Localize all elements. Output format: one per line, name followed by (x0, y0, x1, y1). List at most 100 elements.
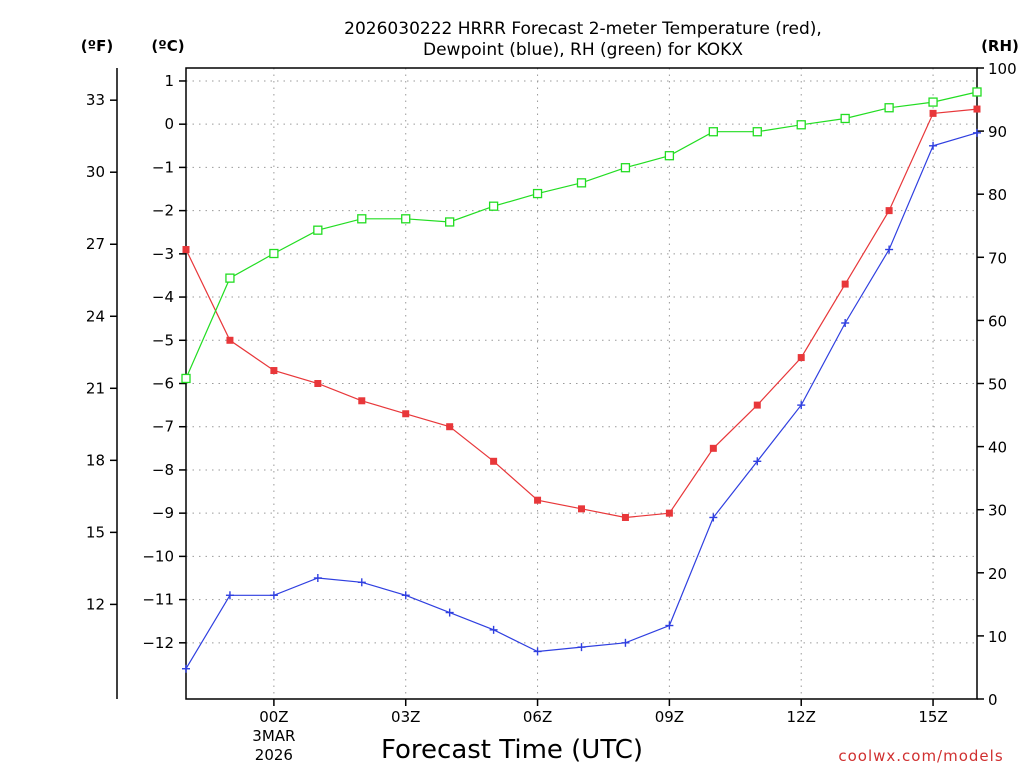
fahrenheit-tick-label: 21 (86, 379, 105, 397)
chart-title-line2: Dewpoint (blue), RH (green) for KOKX (423, 40, 743, 60)
rh-point (225, 273, 235, 283)
rh-tick-label: 70 (988, 249, 1007, 267)
rh-point (620, 163, 631, 173)
dewpoint-point (577, 643, 586, 652)
celsius-tick-label: −6 (152, 375, 174, 393)
x-axis-label: Forecast Time (UTC) (381, 735, 643, 765)
fahrenheit-unit-label: (ºF) (81, 37, 113, 55)
rh-point (752, 127, 762, 137)
credit-text: coolwx.com/models (838, 747, 1003, 765)
x-tick-label: 06Z (523, 708, 552, 726)
celsius-tick-label: −9 (152, 504, 174, 522)
rh-unit-label: (RH) (981, 37, 1019, 55)
x-tick-label: 12Z (787, 708, 816, 726)
rh-tick-label: 30 (988, 502, 1007, 520)
celsius-tick-label: −10 (142, 547, 174, 565)
rh-point (532, 188, 543, 199)
rh-tick-label: 80 (988, 186, 1007, 204)
dewpoint-point (621, 638, 630, 647)
rh-tick-label: 90 (988, 123, 1007, 141)
temperature-point (490, 457, 498, 465)
dewpoint-point (665, 621, 674, 630)
dewpoint-point (313, 573, 322, 582)
celsius-tick-label: 1 (164, 72, 174, 90)
celsius-tick-label: −7 (152, 418, 174, 436)
dewpoint-point (797, 401, 806, 410)
celsius-tick-label: 0 (164, 115, 174, 133)
dewpoint-point (753, 457, 762, 466)
rh-tick-label: 10 (988, 628, 1007, 646)
rh-point (576, 178, 587, 188)
temperature-point (929, 109, 937, 117)
dewpoint-point (973, 128, 981, 137)
rh-tick-label: 40 (988, 439, 1007, 457)
fahrenheit-tick-label: 18 (86, 451, 105, 469)
rh-point (708, 127, 718, 137)
celsius-unit-label: (ºC) (151, 37, 184, 55)
plot-frame (185, 67, 978, 700)
rh-point (796, 120, 806, 130)
celsius-tick-label: −3 (152, 245, 174, 263)
data-series (181, 87, 982, 673)
rh-point (972, 87, 982, 97)
x-tick-label: 00Z (259, 708, 288, 726)
temperature-point (402, 410, 410, 418)
rh-point (840, 113, 850, 124)
celsius-tick-label: −8 (152, 461, 174, 479)
dewpoint-point (182, 664, 190, 673)
dewpoint-point (357, 578, 366, 587)
dewpoint-point (929, 141, 938, 150)
temperature-point (709, 444, 717, 452)
fahrenheit-tick-label: 27 (86, 235, 105, 253)
celsius-tick-label: −2 (152, 202, 174, 220)
temperature-point (841, 280, 849, 288)
temperature-point (182, 246, 190, 254)
temperature-point (621, 513, 629, 521)
rh-tick-label: 50 (988, 376, 1007, 394)
rh-point (181, 373, 191, 384)
celsius-tick-label: −1 (152, 158, 174, 176)
rh-point (269, 248, 279, 259)
dewpoint-point (841, 318, 850, 327)
rh-tick-label: 20 (988, 565, 1007, 583)
fahrenheit-tick-label: 33 (86, 91, 105, 109)
x-tick-label: 15Z (918, 708, 947, 726)
rh-line (185, 91, 978, 379)
temperature-point (797, 354, 805, 362)
fahrenheit-tick-label: 12 (86, 595, 105, 613)
x-tick-label: 03Z (391, 708, 420, 726)
dewpoint-line (185, 132, 978, 670)
fahrenheit-tick-label: 30 (86, 163, 105, 181)
x-tick-label: 09Z (655, 708, 684, 726)
temperature-point (226, 336, 234, 344)
x-tick-date-label: 3MAR (252, 727, 295, 745)
dewpoint-point (269, 591, 278, 600)
rh-point (664, 151, 675, 161)
rh-point (445, 217, 455, 227)
temperature-point (578, 505, 585, 513)
rh-point (401, 214, 411, 224)
rh-point (884, 103, 894, 113)
temperature-point (446, 423, 454, 431)
rh-point (488, 201, 499, 211)
temperature-point (665, 509, 673, 517)
temperature-point (314, 380, 322, 387)
grid-lines (186, 68, 977, 699)
rh-tick-label: 0 (988, 691, 998, 709)
celsius-tick-label: −12 (142, 634, 174, 652)
rh-tick-label: 100 (988, 60, 1017, 78)
celsius-tick-label: −11 (142, 591, 174, 609)
fahrenheit-tick-label: 24 (86, 307, 105, 325)
dewpoint-point (489, 625, 498, 634)
fahrenheit-tick-label: 15 (86, 523, 105, 541)
rh-point (357, 214, 367, 224)
dewpoint-point (225, 591, 234, 600)
temperature-line (185, 108, 978, 519)
temperature-point (885, 207, 893, 215)
rh-tick-label: 60 (988, 312, 1007, 330)
dewpoint-point (709, 513, 718, 522)
dewpoint-point (885, 245, 894, 254)
